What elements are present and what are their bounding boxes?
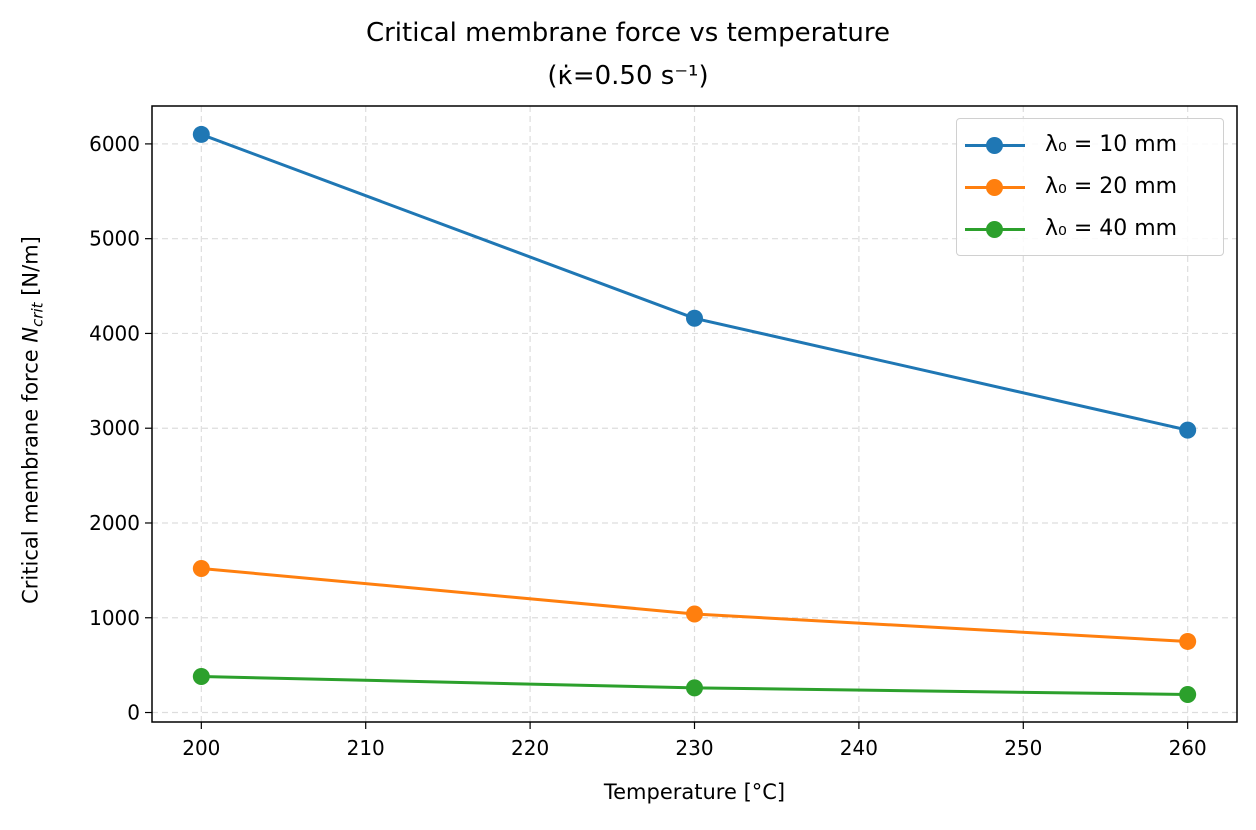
x-tick-label: 230 bbox=[675, 736, 713, 760]
y-axis-label-sub: crit bbox=[28, 302, 47, 327]
x-tick-label: 240 bbox=[840, 736, 878, 760]
y-tick-label: 2000 bbox=[89, 511, 140, 535]
data-point bbox=[1179, 421, 1197, 439]
x-tick-label: 220 bbox=[511, 736, 549, 760]
legend-label: λ₀ = 20 mm bbox=[1045, 174, 1178, 199]
x-axis-ticks: 200 210 220 230 240 250 260 bbox=[182, 722, 1207, 760]
y-tick-label: 6000 bbox=[89, 132, 140, 156]
data-point bbox=[686, 605, 703, 623]
legend-marker bbox=[986, 221, 1003, 238]
y-tick-label: 0 bbox=[127, 701, 140, 725]
x-tick-label: 250 bbox=[1004, 736, 1042, 760]
series-layer bbox=[192, 125, 1197, 704]
chart-subtitle: (κ̇=0.50 s⁻¹) bbox=[547, 61, 709, 91]
legend-item-series-2: λ₀ = 20 mm bbox=[957, 167, 1223, 207]
y-axis-label-var: N bbox=[18, 326, 43, 343]
data-point bbox=[686, 309, 703, 327]
legend-label: λ₀ = 40 mm bbox=[1045, 216, 1178, 241]
data-point bbox=[192, 559, 210, 577]
data-point bbox=[192, 125, 210, 143]
y-tick-label: 3000 bbox=[89, 416, 140, 440]
chart-title: Critical membrane force vs temperature bbox=[365, 18, 891, 48]
y-tick-label: 4000 bbox=[89, 321, 140, 345]
legend-marker bbox=[986, 137, 1003, 154]
legend: λ₀ = 10 mm λ₀ = 20 mm λ₀ = 40 mm bbox=[956, 118, 1224, 256]
y-tick-label: 5000 bbox=[89, 227, 140, 251]
data-point bbox=[1179, 632, 1197, 650]
data-point bbox=[686, 679, 703, 697]
x-tick-label: 200 bbox=[182, 736, 220, 760]
y-axis-label: Critical membrane force Ncrit [N/m] bbox=[17, 236, 50, 604]
y-axis-label-unit: [N/m] bbox=[18, 236, 43, 303]
y-axis-label-text: Critical membrane force bbox=[18, 342, 43, 604]
x-tick-label: 210 bbox=[347, 736, 385, 760]
data-point bbox=[1179, 686, 1197, 704]
y-tick-label: 1000 bbox=[89, 606, 140, 630]
legend-item-series-1: λ₀ = 10 mm bbox=[957, 125, 1223, 165]
x-tick-label: 260 bbox=[1169, 736, 1207, 760]
legend-item-series-3: λ₀ = 40 mm bbox=[957, 209, 1223, 249]
y-axis-ticks: 0 1000 2000 3000 4000 5000 6000 bbox=[89, 132, 152, 725]
data-point bbox=[192, 668, 210, 686]
legend-label: λ₀ = 10 mm bbox=[1045, 132, 1178, 157]
legend-marker bbox=[986, 179, 1003, 196]
x-axis-label: Temperature [°C] bbox=[603, 780, 786, 804]
